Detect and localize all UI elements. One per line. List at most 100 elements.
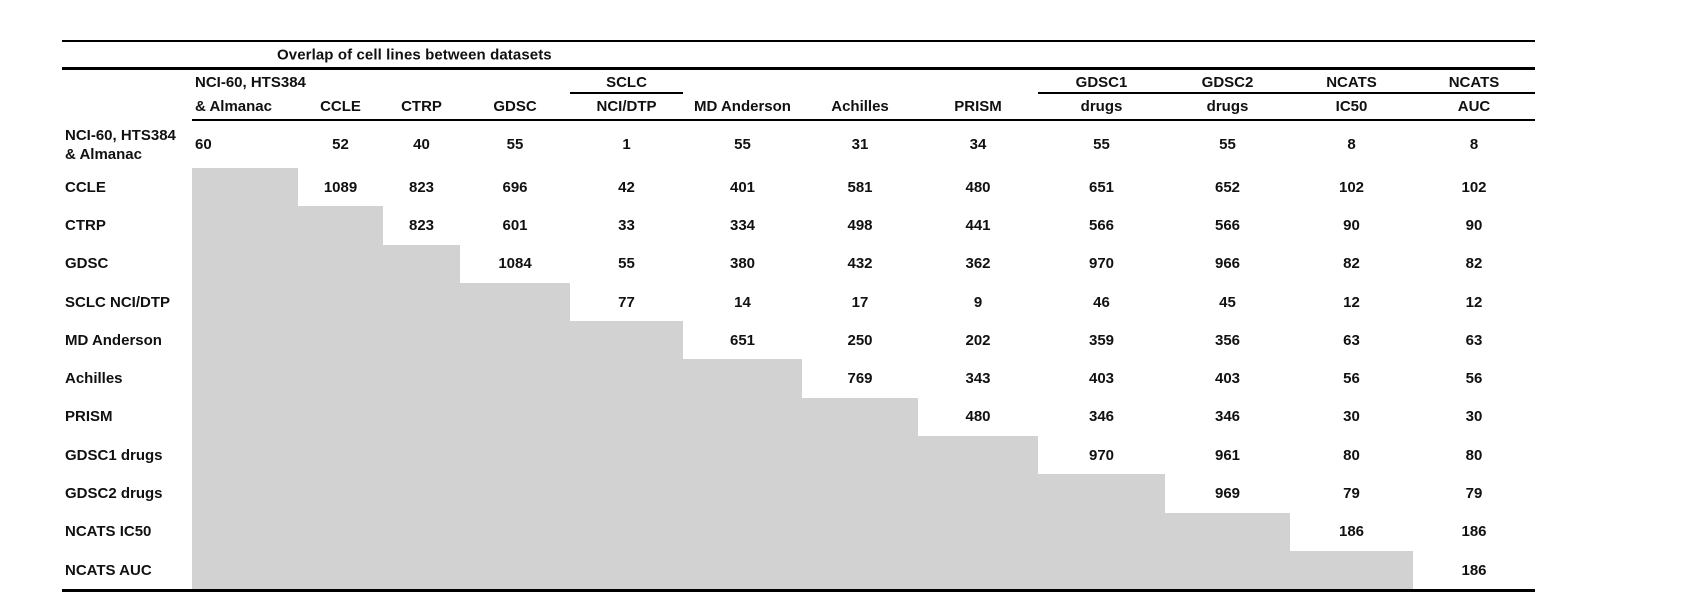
value-cell: 8 [1347, 136, 1356, 153]
value-cell: 79 [1343, 485, 1360, 503]
row-label-line: & Almanac [65, 145, 142, 163]
value-cell: 186 [1461, 561, 1487, 579]
value-cell: 80 [1465, 446, 1483, 464]
value-cell: 102 [1461, 178, 1487, 196]
table-row-nci-60-hts384-almanac: NCI-60, HTS384 & Almanac 60 52 40 55 1 55 31 34 55… [62, 121, 1535, 168]
shaded-cell [1038, 550, 1165, 590]
shaded-cell [460, 512, 570, 551]
column-header-top-line [298, 70, 383, 94]
shaded-cell [918, 474, 1038, 513]
shaded-cell [383, 474, 460, 513]
shaded-cell [383, 397, 460, 437]
value-cell: 55 [618, 255, 635, 273]
value-cell: 9 [973, 293, 983, 311]
value-cell: 403 [1214, 370, 1241, 388]
row-label: NCATS IC50 [62, 513, 192, 551]
value-cell: 346 [1214, 408, 1241, 426]
shaded-cell [1290, 550, 1413, 590]
value-cell: 362 [965, 255, 991, 273]
shaded-cell [683, 397, 802, 437]
shaded-cell [918, 512, 1038, 551]
shaded-cell [383, 282, 460, 322]
table-row-gdsc: GDSC 1084 55 380 432 362 970 966 82 82 [62, 244, 1535, 283]
value-cell: 403 [1088, 370, 1115, 388]
row-label: PRISM [62, 398, 192, 436]
shaded-cell [460, 282, 570, 322]
row-label-line: Achilles [65, 370, 123, 388]
shaded-cell [683, 436, 802, 475]
shaded-cell [298, 397, 383, 437]
row-label: GDSC1 drugs [62, 436, 192, 474]
value-cell: 651 [729, 331, 756, 349]
value-cell: 696 [502, 178, 528, 196]
row-label-line: SCLC NCI/DTP [65, 293, 170, 311]
shaded-cell [192, 397, 298, 437]
value-cell: 566 [1088, 216, 1115, 234]
value-cell: 651 [1088, 178, 1115, 196]
shaded-cell [570, 512, 683, 551]
row-label: GDSC [62, 245, 192, 283]
shaded-cell [683, 359, 802, 398]
column-header-md-anderson: MD Anderson [683, 70, 802, 119]
value-cell: 380 [729, 255, 756, 273]
value-cell: 1084 [498, 255, 532, 273]
shaded-cell [298, 359, 383, 398]
row-label: CCLE [62, 168, 192, 206]
value-cell: 46 [1093, 293, 1110, 311]
value-cell: 17 [851, 293, 869, 311]
shaded-cell [298, 282, 383, 322]
table-row-ncats-auc: NCATS AUC 186 [62, 550, 1535, 590]
table-row-prism: PRISM 480 346 346 30 30 [62, 397, 1535, 437]
shaded-cell [383, 244, 460, 283]
shaded-cell [570, 359, 683, 398]
header-label-spacer [62, 70, 192, 119]
shaded-cell [918, 550, 1038, 590]
row-label: Achilles [62, 359, 192, 397]
shaded-cell [802, 397, 918, 437]
shaded-cell [192, 244, 298, 283]
shaded-cell [1165, 550, 1290, 590]
column-header-ctrp: CTRP [383, 70, 460, 119]
shaded-cell [802, 436, 918, 475]
value-cell: 102 [1338, 178, 1365, 196]
table-body: NCI-60, HTS384 & Almanac 60 52 40 55 1 55 31 34 55… [62, 121, 1535, 590]
shaded-cell [383, 321, 460, 360]
value-cell: 498 [847, 216, 873, 234]
column-header-gdsc1-drugs: GDSC1 drugs [1038, 70, 1165, 119]
column-header-bottom-line: AUC [1457, 98, 1491, 115]
shaded-cell [298, 474, 383, 513]
value-cell: 186 [1338, 523, 1365, 541]
shaded-cell [192, 206, 298, 245]
row-label-line: NCATS AUC [65, 561, 152, 579]
value-cell: 823 [408, 216, 435, 234]
value-cell: 12 [1343, 293, 1360, 311]
table-row-gdsc2-drugs: GDSC2 drugs 969 79 79 [62, 474, 1535, 513]
title-band: Overlap of cell lines between datasets [62, 42, 1535, 67]
value-cell: 55 [1219, 136, 1236, 153]
shaded-cell [683, 512, 802, 551]
value-cell: 334 [729, 216, 756, 234]
value-cell: 90 [1343, 216, 1360, 234]
column-header-top-line [918, 70, 1038, 94]
row-label-line: MD Anderson [65, 331, 162, 349]
row-label: GDSC2 drugs [62, 474, 192, 512]
shaded-cell [918, 436, 1038, 475]
column-header-top-line: NCATS [1413, 70, 1535, 94]
value-cell: 30 [1465, 408, 1483, 426]
shaded-cell [460, 321, 570, 360]
shaded-cell [1038, 512, 1165, 551]
column-header-bottom-line: NCI/DTP [596, 98, 657, 115]
value-cell: 60 [195, 136, 212, 153]
shaded-cell [570, 321, 683, 360]
value-cell: 970 [1088, 255, 1115, 273]
row-label: CTRP [62, 206, 192, 244]
column-header-bottom-line: GDSC [493, 98, 537, 115]
value-cell: 55 [506, 136, 524, 153]
table-title: Overlap of cell lines between datasets [277, 46, 552, 63]
shaded-cell [192, 436, 298, 475]
value-cell: 56 [1343, 370, 1360, 388]
column-header-bottom-line: MD Anderson [694, 98, 791, 115]
value-cell: 30 [1343, 408, 1360, 426]
value-cell: 14 [734, 293, 751, 311]
shaded-cell [802, 474, 918, 513]
